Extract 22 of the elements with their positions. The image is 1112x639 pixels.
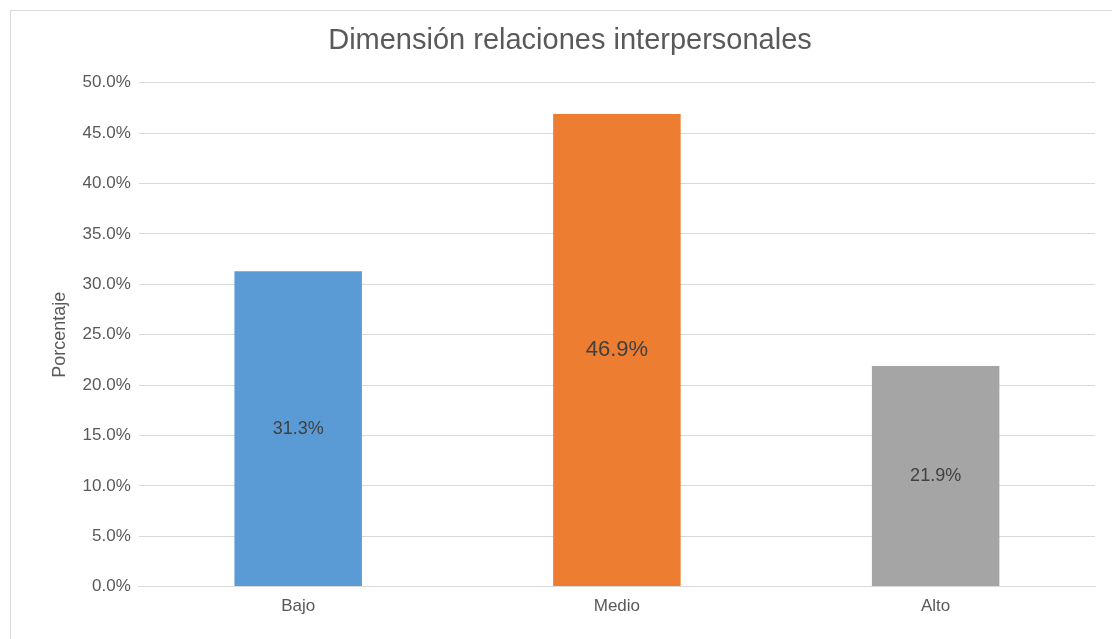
y-tick-label: 5.0% (92, 525, 131, 545)
bar (553, 114, 681, 587)
y-tick-label: 25.0% (82, 324, 131, 344)
y-tick-label: 0.0% (92, 576, 131, 596)
data-label: 46.9% (585, 336, 649, 362)
y-tick-label: 50.0% (82, 72, 131, 92)
y-tick-label: 35.0% (82, 223, 131, 243)
bar (234, 271, 362, 587)
bar (871, 365, 1000, 587)
y-axis-title: Porcentaje (48, 291, 69, 378)
y-tick-label: 10.0% (82, 475, 131, 495)
y-tick-label: 15.0% (82, 425, 131, 445)
y-tick-label: 20.0% (82, 374, 131, 394)
data-label: 31.3% (272, 417, 324, 438)
y-tick-label: 45.0% (82, 122, 131, 142)
y-tick-label: 40.0% (82, 173, 131, 193)
data-label: 21.9% (910, 464, 962, 485)
x-tick-label: Alto (920, 596, 951, 616)
y-tick-label: 30.0% (82, 274, 131, 294)
x-tick-label: Bajo (281, 596, 316, 616)
chart-title: Dimensión relaciones interpersonales (328, 23, 812, 56)
x-tick-label: Medio (593, 596, 641, 616)
